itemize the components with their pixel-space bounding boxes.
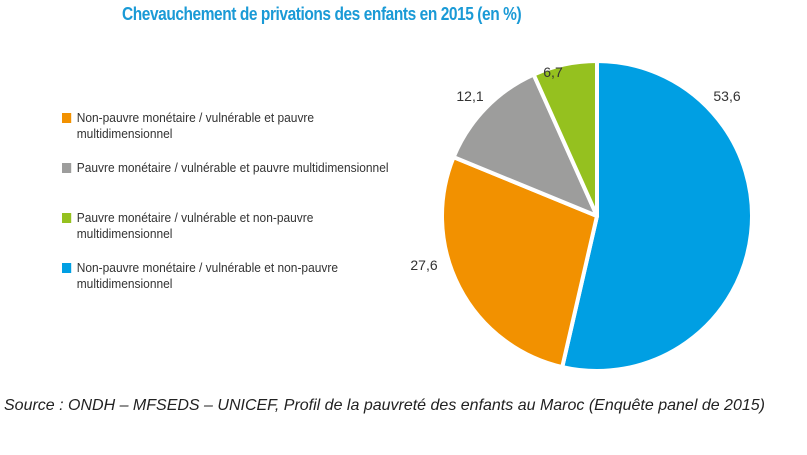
legend-swatch (62, 263, 72, 273)
pie-slice (560, 59, 754, 373)
pie-slice (440, 155, 599, 370)
legend: Non-pauvre monétaire / vulnérable et pau… (62, 110, 438, 310)
slice-label: 27,6 (410, 257, 437, 273)
legend-item: Pauvre monétaire / vulnérable et non-pau… (62, 210, 408, 260)
slice-label: 6,7 (543, 64, 563, 80)
legend-swatch (62, 213, 72, 223)
slice-label: 53,6 (713, 88, 740, 104)
legend-label: Pauvre monétaire / vulnérable et non-pau… (76, 210, 314, 241)
pie-slice (531, 59, 599, 218)
legend-label: Non-pauvre monétaire / vulnérable et non… (76, 260, 339, 291)
legend-item: Non-pauvre monétaire / vulnérable et non… (62, 260, 408, 310)
legend-item: Pauvre monétaire / vulnérable et pauvre … (62, 160, 408, 210)
legend-label: Pauvre monétaire / vulnérable et pauvre … (76, 160, 389, 175)
chart-title: Chevauchement de privations des enfants … (122, 4, 522, 24)
pie-slice (451, 72, 599, 218)
legend-item: Non-pauvre monétaire / vulnérable et pau… (62, 110, 408, 160)
source-note: Source : ONDH – MFSEDS – UNICEF, Profil … (4, 397, 765, 414)
legend-swatch (62, 113, 72, 123)
legend-swatch (62, 163, 72, 173)
legend-label: Non-pauvre monétaire / vulnérable et pau… (76, 110, 315, 141)
slice-label: 12,1 (456, 88, 483, 104)
